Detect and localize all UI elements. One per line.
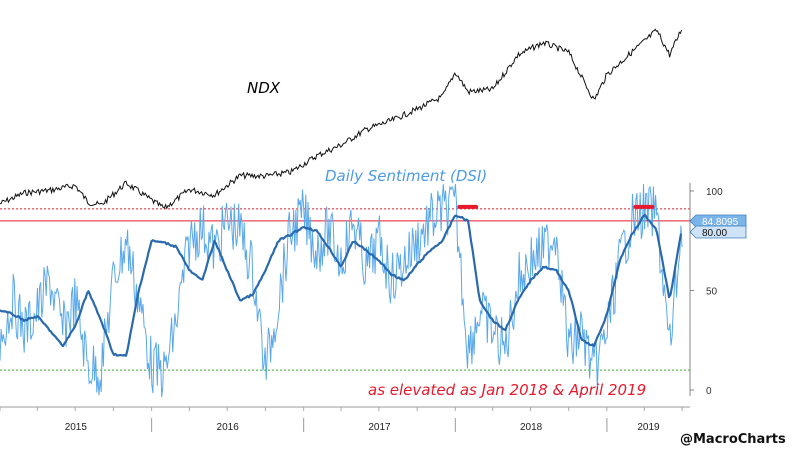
dsi-ma-line [0,213,683,357]
reference-lines [0,208,690,371]
badge-bg-1 [689,214,747,228]
ndx-line [0,28,683,210]
y-tick-label: 0 [706,386,712,397]
dsi-series [0,183,683,398]
x-tick-label-2019: 2019 [637,422,660,433]
ndx-label: NDX [247,79,281,97]
axes: 100 50 0 2015 2016 2017 2018 2019 [0,183,723,433]
badge-value-2: 80.00 [702,228,727,239]
badge-value-1: 84.8095 [702,217,739,228]
dsi-label: Daily Sentiment (DSI) [325,167,487,185]
credit-text: @MacroCharts [680,432,786,447]
x-tick-label-2015: 2015 [65,422,88,433]
ndx-series [0,28,683,210]
dsi-line [0,183,683,398]
annotation-text: as elevated as Jan 2018 & April 2019 [368,381,646,399]
badge-bg-2 [689,225,747,239]
x-tick-label-2016: 2016 [217,422,240,433]
dsi-ma-series [0,213,683,357]
y-tick-label: 100 [706,187,723,198]
x-tick-label-2017: 2017 [368,422,391,433]
y-tick-label: 50 [706,287,718,298]
x-tick-label-2018: 2018 [520,422,543,433]
